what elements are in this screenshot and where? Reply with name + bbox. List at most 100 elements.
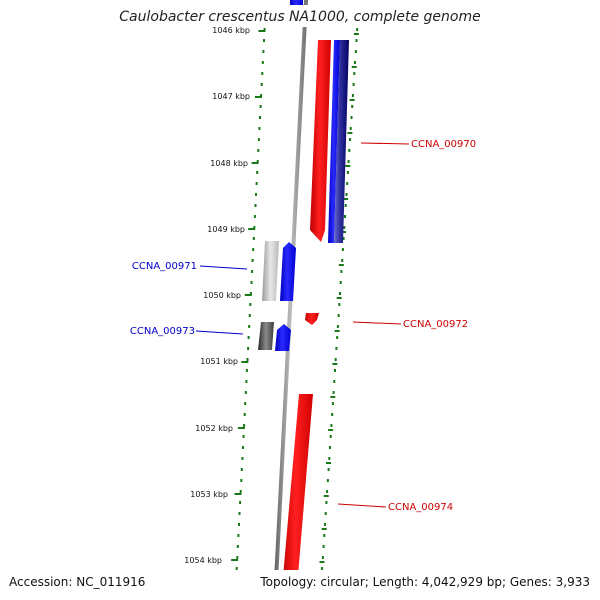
right-rail-dot	[334, 358, 337, 361]
right-rail-dot	[325, 501, 328, 504]
scale-tick-right	[347, 132, 353, 134]
right-rail-dot	[326, 490, 329, 493]
reverse-gene-partial	[290, 0, 303, 6]
scale-tick-right	[341, 231, 346, 233]
right-rail-dot	[332, 391, 335, 394]
tick-label-1047: 1047 kbp	[212, 92, 250, 101]
scale-tick-right	[338, 264, 344, 266]
gene-labels: CCNA_00970 CCNA_00971 CCNA_00972 CCNA_00…	[130, 139, 476, 513]
right-rail-dot	[349, 127, 352, 130]
gene-ccna-00972-arrow[interactable]	[305, 313, 319, 325]
scale-tick-right	[328, 429, 334, 431]
right-rail-dot	[355, 39, 358, 42]
right-rail-dot	[335, 347, 338, 350]
scale-tick-right	[334, 330, 340, 332]
leader-ccna-00972	[352, 321, 402, 325]
gene-ccna-00970-forward-arrow[interactable]	[310, 40, 331, 242]
right-rail-dot	[346, 171, 349, 174]
tick-label-1046: 1046 kbp	[212, 26, 250, 35]
right-rail-dot	[323, 534, 326, 537]
gene-ccna-00974-forward-bar[interactable]	[281, 394, 313, 600]
tick-label-1052: 1052 kbp	[195, 424, 233, 433]
scale-tick-right	[321, 528, 327, 530]
right-rail-dot	[346, 182, 349, 185]
right-rail-dot	[336, 336, 339, 339]
leader-ccna-00974	[337, 503, 387, 508]
left-rail-dot	[253, 215, 256, 218]
scale-tick-right	[351, 66, 357, 68]
left-rail-dot	[249, 303, 252, 306]
gene-label-lines	[195, 142, 410, 508]
right-rail-dot	[334, 369, 336, 372]
left-rail-dot	[260, 83, 263, 86]
title-backdrop	[120, 5, 480, 27]
right-rail-dot	[331, 402, 334, 405]
gene-label-ccna-00972[interactable]: CCNA_00972	[403, 319, 468, 330]
tick-label-1048: 1048 kbp	[210, 159, 248, 168]
left-rail-dot	[242, 446, 244, 449]
scale-tick-labels: 1046 kbp 1047 kbp 1048 kbp 1049 kbp 1050…	[184, 26, 250, 565]
right-rail-dot	[322, 545, 325, 548]
gene-label-ccna-00970[interactable]: CCNA_00970	[411, 139, 476, 150]
gene-label-ccna-00971[interactable]: CCNA_00971	[132, 261, 197, 272]
left-rail-dot	[236, 545, 239, 548]
left-rail-dot	[245, 380, 248, 383]
left-rail-dot	[256, 160, 259, 163]
gene-ccna-00971-blue-arrow[interactable]	[280, 242, 296, 301]
left-rail-dot	[243, 424, 246, 427]
gene-ccna-00973-grey-bar[interactable]	[258, 322, 274, 350]
right-rail-dot	[337, 314, 340, 317]
left-rail-dot	[244, 391, 247, 394]
left-rail-dot	[243, 413, 246, 416]
left-rail-dot	[261, 72, 264, 75]
gene-label-ccna-00974[interactable]: CCNA_00974	[388, 502, 453, 513]
right-rail-dot	[353, 72, 356, 75]
right-rail-dot	[348, 149, 351, 152]
left-rail-dot	[247, 336, 250, 339]
scale-tick-left	[258, 30, 266, 32]
left-rail-dot	[257, 149, 260, 152]
right-rail-dot	[336, 325, 339, 328]
gene-label-ccna-00973[interactable]: CCNA_00973	[130, 326, 195, 337]
left-rail-dot	[239, 501, 242, 504]
scale-tick-right	[336, 297, 342, 299]
scale-tick-left	[237, 427, 245, 429]
scale-tick-right	[353, 33, 359, 35]
scale-tick-left	[244, 294, 252, 296]
leader-ccna-00971	[199, 265, 248, 270]
right-rail-dot	[324, 523, 326, 526]
scale-tick-right	[330, 396, 336, 398]
right-rail-dot	[341, 248, 344, 251]
tick-label-1053: 1053 kbp	[190, 490, 228, 499]
right-rail-dot	[328, 457, 331, 460]
scale-tick-left	[231, 559, 239, 561]
right-rail-dot	[329, 446, 331, 449]
scale-tick-right	[349, 99, 355, 101]
tick-label-1049: 1049 kbp	[207, 225, 245, 234]
left-rail-dot	[246, 358, 249, 361]
right-rail-dot	[347, 160, 350, 163]
leader-ccna-00970	[360, 142, 410, 145]
gene-ccna-00970-reverse-bar[interactable]	[328, 40, 340, 243]
left-rail-dot	[256, 171, 259, 174]
right-rail-dot	[343, 226, 346, 229]
left-rail-dot	[244, 402, 247, 405]
left-rail-dot	[238, 512, 241, 515]
gene-ccna-00971-grey-bar[interactable]	[262, 241, 279, 301]
right-rail-dot	[321, 556, 324, 559]
left-rail-dot	[235, 567, 238, 570]
right-rail-dot	[331, 413, 334, 416]
gene-ccna-00973-blue-arrow[interactable]	[275, 324, 291, 351]
scale-tick-right	[345, 165, 351, 167]
left-rail-dot	[252, 237, 255, 240]
left-rail-dot	[245, 369, 248, 372]
right-rail-dot	[345, 193, 348, 196]
left-rail-dot	[239, 490, 242, 493]
right-rail-dot	[354, 50, 357, 53]
scale-ticks	[231, 30, 359, 563]
gene-ccna-00970-shadow-bar[interactable]	[334, 40, 349, 243]
left-rail-dot	[251, 270, 254, 273]
right-rail-dot	[351, 105, 354, 108]
scale-tick-left	[234, 493, 242, 495]
